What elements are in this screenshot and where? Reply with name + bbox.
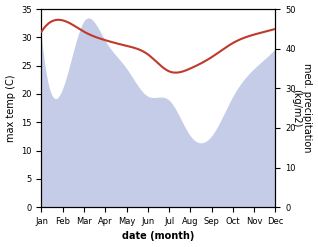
Y-axis label: max temp (C): max temp (C) xyxy=(5,74,16,142)
Y-axis label: med. precipitation
(kg/m2): med. precipitation (kg/m2) xyxy=(291,63,313,153)
X-axis label: date (month): date (month) xyxy=(122,231,195,242)
